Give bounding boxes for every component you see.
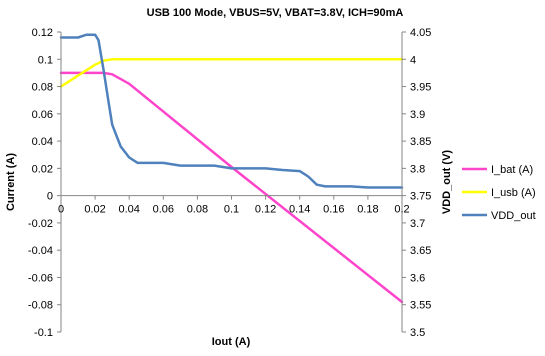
y-tick-label: 0.06	[32, 109, 53, 121]
y-tick-label: -0.08	[28, 300, 53, 312]
y-tick-label: 0.12	[32, 27, 53, 39]
x-tick-label: 0	[58, 204, 64, 216]
plot-area	[59, 33, 404, 304]
legend-label: I_bat (A)	[491, 164, 533, 176]
series-line-2	[59, 33, 404, 189]
y2-tick-label: 3.85	[410, 136, 431, 148]
x-tick-label: 0.18	[357, 204, 378, 216]
y2-tick-label: 3.9	[410, 109, 425, 121]
y-tick-label: -0.06	[28, 272, 53, 284]
legend-label: VDD_out	[491, 210, 536, 222]
y-tick-label: 0.08	[32, 82, 53, 94]
x-tick-label: 0.04	[118, 204, 139, 216]
y2-axis-title: VDD_out (V)	[441, 150, 453, 215]
x-tick-label: 0.1	[224, 204, 239, 216]
y2-tick-label: 3.5	[410, 327, 425, 339]
y-tick-label: 0.02	[32, 163, 53, 175]
x-tick-label: 0.12	[255, 204, 276, 216]
y-tick-label: 0.1	[38, 54, 53, 66]
legend: I_bat (A) I_usb (A) VDD_out	[462, 164, 536, 222]
axes: 0.12 0.1 0.08 0.06 0.04 0.02 0 -0.02 -0.04 -0.06 -…	[28, 27, 432, 339]
y-tick-label: -0.04	[28, 245, 53, 257]
y2-tick-label: 3.8	[410, 163, 425, 175]
y-tick-label: 0	[47, 191, 53, 203]
y-axis-title: Current (A)	[5, 153, 17, 211]
y2-tick-label: 3.95	[410, 82, 431, 94]
y-tick-label: -0.1	[34, 327, 53, 339]
y2-tick-label: 3.75	[410, 191, 431, 203]
y-tick-label: -0.02	[28, 218, 53, 230]
y2-tick-label: 3.65	[410, 245, 431, 257]
legend-label: I_usb (A)	[491, 187, 536, 199]
x-tick-label: 0.16	[323, 204, 344, 216]
x-tick-label: 0.2	[394, 204, 409, 216]
y2-tick-label: 3.7	[410, 218, 425, 230]
x-tick-label: 0.02	[84, 204, 105, 216]
y2-tick-label: 4	[410, 54, 416, 66]
series-line-1	[59, 58, 404, 88]
y2-tick-label: 3.6	[410, 272, 425, 284]
y2-tick-label: 3.55	[410, 300, 431, 312]
x-axis-title: Iout (A)	[212, 336, 251, 348]
x-tick-label: 0.06	[153, 204, 174, 216]
x-tick-label: 0.08	[187, 204, 208, 216]
y2-tick-label: 4.05	[410, 27, 431, 39]
y-tick-label: 0.04	[32, 136, 53, 148]
x-tick-label: 0.14	[289, 204, 310, 216]
chart-title: USB 100 Mode, VBUS=5V, VBAT=3.8V, ICH=90…	[147, 7, 404, 19]
